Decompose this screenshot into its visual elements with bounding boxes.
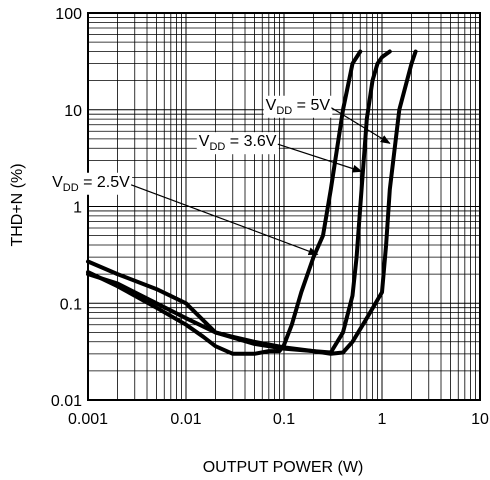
x-axis-title: OUTPUT POWER (W): [203, 459, 364, 476]
x-tick-label: 1: [378, 411, 387, 428]
series-label-sub: DD: [209, 141, 225, 153]
y-axis-title: THD+N (%): [9, 163, 26, 246]
series-label-sub: DD: [276, 105, 292, 117]
x-tick-label: 0.001: [68, 411, 108, 428]
series-label-background: [196, 132, 279, 155]
series-label-2: VDD = 5V: [266, 97, 331, 117]
series-label-rest: = 3.6V: [225, 133, 276, 150]
x-tick-label: 0.01: [170, 411, 201, 428]
x-tick-label: 10: [471, 411, 489, 428]
series-label-rest: = 5V: [292, 97, 330, 114]
x-tick-label: 0.1: [273, 411, 295, 428]
series-label-pointer: [277, 143, 363, 173]
series-label-background: [50, 172, 133, 195]
series-label-pointer: [331, 107, 391, 144]
series-line-2: [86, 49, 418, 356]
series-layer: [86, 49, 418, 356]
series-label-0: VDD = 2.5V: [52, 174, 130, 194]
series-line-0: [86, 49, 363, 356]
series-label-sub: DD: [63, 182, 79, 194]
series-label-rest: = 2.5V: [79, 174, 130, 191]
series-label-1: VDD = 3.6V: [199, 133, 277, 153]
series-line-1: [86, 49, 392, 355]
y-tick-label: 1: [73, 200, 82, 217]
series-label-main: V: [52, 174, 63, 191]
y-tick-label: 10: [64, 103, 82, 120]
grid: [87, 12, 481, 401]
y-tick-label: 0.01: [51, 393, 82, 410]
series-label-background: [263, 95, 333, 118]
series-label-main: V: [199, 133, 210, 150]
series-label-pointer: [130, 184, 319, 255]
y-tick-label: 0.1: [60, 296, 82, 313]
y-tick-label: 100: [55, 6, 82, 23]
plot-frame: [87, 12, 481, 401]
series-label-main: V: [266, 97, 277, 114]
